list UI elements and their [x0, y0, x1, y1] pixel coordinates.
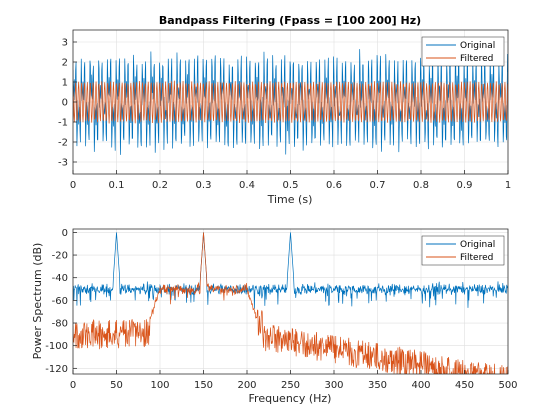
- plot2-xtick-label: 300: [324, 380, 343, 391]
- plot1-xtick-label: 0.7: [370, 180, 386, 191]
- plot2-xtick-label: 200: [237, 380, 256, 391]
- plot1-series-filtered: [73, 80, 508, 124]
- plot1-series-group: [73, 49, 508, 155]
- plot2-xtick-label: 150: [194, 380, 213, 391]
- plot1-xtick-label: 0.2: [152, 180, 168, 191]
- plot2-xtick-label: 400: [411, 380, 430, 391]
- plot2-xtick-label: 500: [498, 380, 517, 391]
- plot2-ticks: 0 50 100 150 200 250 300 350 400 450 500 0 -20 -40 -60…: [45, 228, 517, 391]
- plot2-ylabel: Power Spectrum (dB): [31, 243, 44, 360]
- plot2-xtick-label: 100: [150, 380, 169, 391]
- plot2-xtick-label: 450: [455, 380, 474, 391]
- plot2-xtick-label: 0: [70, 380, 76, 391]
- plot1-xtick-label: 1: [505, 180, 511, 191]
- plot1-xtick-label: 0.8: [413, 180, 429, 191]
- plot1-series-original: [73, 49, 508, 155]
- plot2-legend: Original Filtered: [421, 235, 505, 266]
- plot1-ytick-label: 0: [62, 98, 68, 109]
- plot1-xtick-label: 0.9: [457, 180, 473, 191]
- plot1-xlabel: Time (s): [267, 193, 313, 206]
- plot1-xtick-label: 0.5: [283, 180, 299, 191]
- plot1-ytick-label: -3: [58, 158, 68, 169]
- plot1-ytick-label: 2: [62, 58, 68, 69]
- plot2-series-original: [73, 232, 508, 309]
- plot2-legend-filtered-label: Filtered: [460, 253, 493, 263]
- plot1-xtick-label: 0.1: [109, 180, 125, 191]
- plot1-ytick-label: -1: [58, 118, 68, 129]
- plot2-xtick-label: 350: [368, 380, 387, 391]
- plot1-title: Bandpass Filtering (Fpass = [100 200] Hz…: [159, 14, 421, 27]
- frequency-domain-plot: 0 50 100 150 200 250 300 350 400 450 500 0 -20 -40 -60…: [31, 228, 518, 405]
- plot2-xtick-label: 50: [110, 380, 123, 391]
- plot1-ytick-label: 3: [62, 38, 68, 49]
- plot1-xtick-label: 0.6: [326, 180, 342, 191]
- plot1-legend: Original Filtered: [421, 36, 505, 67]
- plot1-legend-original-label: Original: [460, 41, 495, 51]
- plot2-ytick-label: -80: [52, 319, 68, 330]
- plot2-ytick-label: -40: [52, 273, 68, 284]
- plot2-ytick-label: -100: [45, 341, 68, 352]
- plot2-series-filtered: [73, 232, 508, 374]
- plot2-xtick-label: 250: [281, 380, 300, 391]
- plot2-legend-original-label: Original: [460, 240, 495, 250]
- plot2-ytick-label: -60: [52, 296, 68, 307]
- plot2-xlabel: Frequency (Hz): [249, 392, 332, 405]
- plot1-xtick-label: 0.4: [239, 180, 255, 191]
- plot1-ytick-label: 1: [62, 78, 68, 89]
- plot2-ytick-label: -20: [52, 251, 68, 262]
- plot2-legend-box: [421, 235, 505, 266]
- plot1-ytick-label: -2: [58, 138, 68, 149]
- plot1-legend-filtered-label: Filtered: [460, 54, 493, 64]
- plot1-legend-box: [421, 36, 505, 67]
- plot2-ytick-label: -120: [45, 364, 68, 375]
- plot1-ticks: 0 0.1 0.2 0.3 0.4 0.5 0.6 0.7 0.8 0.9 1 -3 -2 -1 0 1 2 3: [58, 38, 511, 192]
- time-domain-plot: 0 0.1 0.2 0.3 0.4 0.5 0.6 0.7 0.8 0.9 1-3-2-10123 …: [58, 14, 511, 206]
- plot1-xtick-label: 0: [70, 180, 76, 191]
- plot1-xtick-label: 0.3: [196, 180, 212, 191]
- plot2-series-group: [73, 232, 508, 374]
- plot2-ytick-label: 0: [62, 228, 68, 239]
